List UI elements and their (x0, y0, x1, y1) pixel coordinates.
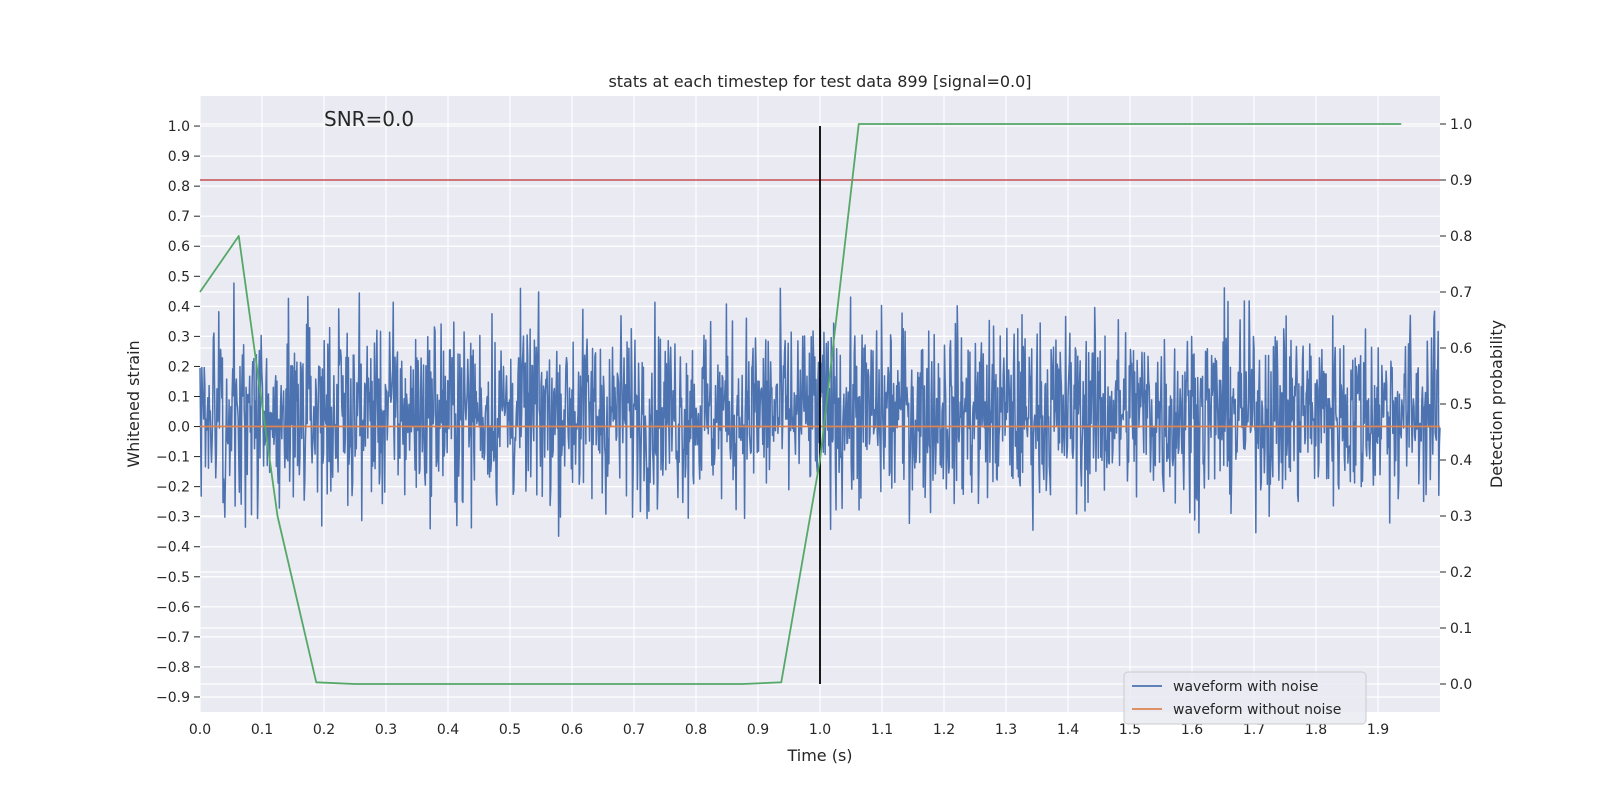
x-tick-label: 1.7 (1243, 722, 1265, 738)
y-tick-label: −0.1 (156, 450, 190, 466)
x-tick-label: 1.4 (1057, 722, 1079, 738)
y2-tick-label: 0.1 (1450, 621, 1472, 637)
x-tick-label: 0.6 (561, 722, 583, 738)
y-tick-label: 0.7 (168, 209, 190, 225)
x-tick-label: 1.8 (1305, 722, 1327, 738)
x-tick-label: 0.3 (375, 722, 397, 738)
y-tick-label: 0.5 (168, 269, 190, 285)
x-tick-label: 0.4 (437, 722, 459, 738)
y-tick-label: 0.9 (168, 149, 190, 165)
legend-entry-waveform-without-noise: waveform without noise (1173, 702, 1341, 718)
y-tick-label: 0.3 (168, 329, 190, 345)
y-axis-label: Whitened strain (124, 340, 143, 467)
y-tick-label: 0.1 (168, 389, 190, 405)
y-tick-label: −0.3 (156, 510, 190, 526)
y2-tick-label: 0.9 (1450, 173, 1472, 189)
y-tick-label: −0.7 (156, 630, 190, 646)
x-tick-label: 1.9 (1367, 722, 1389, 738)
x-tick-label: 1.2 (933, 722, 955, 738)
y2-tick-label: 0.6 (1450, 341, 1472, 357)
y-tick-label: 1.0 (168, 119, 190, 135)
axes: 0.0 0.1 0.2 0.3 0.4 0.5 0.6 0.7 0.8 0.9 1.0 1.1 1.2 1… (156, 117, 1472, 738)
y2-axis-label: Detection probability (1487, 320, 1506, 488)
x-tick-label: 0.5 (499, 722, 521, 738)
y-tick-label: −0.9 (156, 690, 190, 706)
y-tick-label: 0.0 (168, 420, 190, 436)
legend-box (1123, 671, 1367, 725)
y2-tick-label: 0.0 (1450, 677, 1472, 693)
y-tick-label: −0.2 (156, 480, 190, 496)
chart-title: stats at each timestep for test data 899… (608, 72, 1031, 91)
y2-tick-label: 0.5 (1450, 397, 1472, 413)
x-axis-label: Time (s) (786, 746, 852, 765)
y-tick-label: −0.6 (156, 600, 190, 616)
x-tick-label: 0.0 (189, 722, 211, 738)
y-tick-label: −0.8 (156, 660, 190, 676)
detection-probability-line (199, 123, 1402, 685)
snr-annotation: SNR=0.0 (324, 107, 414, 131)
y-tick-label: 0.2 (168, 359, 190, 375)
y-tick-label: 0.6 (168, 239, 190, 255)
y2-tick-label: 0.8 (1450, 229, 1472, 245)
x-tick-label: 1.6 (1181, 722, 1203, 738)
y2-tick-label: 1.0 (1450, 117, 1472, 133)
y-tick-label: 0.8 (168, 179, 190, 195)
x-tick-label: 0.8 (685, 722, 707, 738)
y2-tick-label: 0.3 (1450, 509, 1472, 525)
x-tick-label: 1.1 (871, 722, 893, 738)
legend: waveform with noise waveform without noi… (1123, 671, 1367, 725)
series-lines (199, 123, 1440, 685)
x-tick-label: 0.1 (251, 722, 273, 738)
y-tick-label: −0.4 (156, 540, 190, 556)
y2-tick-label: 0.7 (1450, 285, 1472, 301)
x-tick-label: 1.0 (809, 722, 831, 738)
y-tick-label: −0.5 (156, 570, 190, 586)
x-tick-label: 0.2 (313, 722, 335, 738)
x-tick-label: 0.9 (747, 722, 769, 738)
x-tick-label: 1.5 (1119, 722, 1141, 738)
y2-tick-label: 0.2 (1450, 565, 1472, 581)
y2-tick-label: 0.4 (1450, 453, 1472, 469)
x-tick-label: 1.3 (995, 722, 1017, 738)
legend-entry-waveform-with-noise: waveform with noise (1173, 679, 1318, 695)
x-tick-label: 0.7 (623, 722, 645, 738)
y-tick-label: 0.4 (168, 299, 190, 315)
